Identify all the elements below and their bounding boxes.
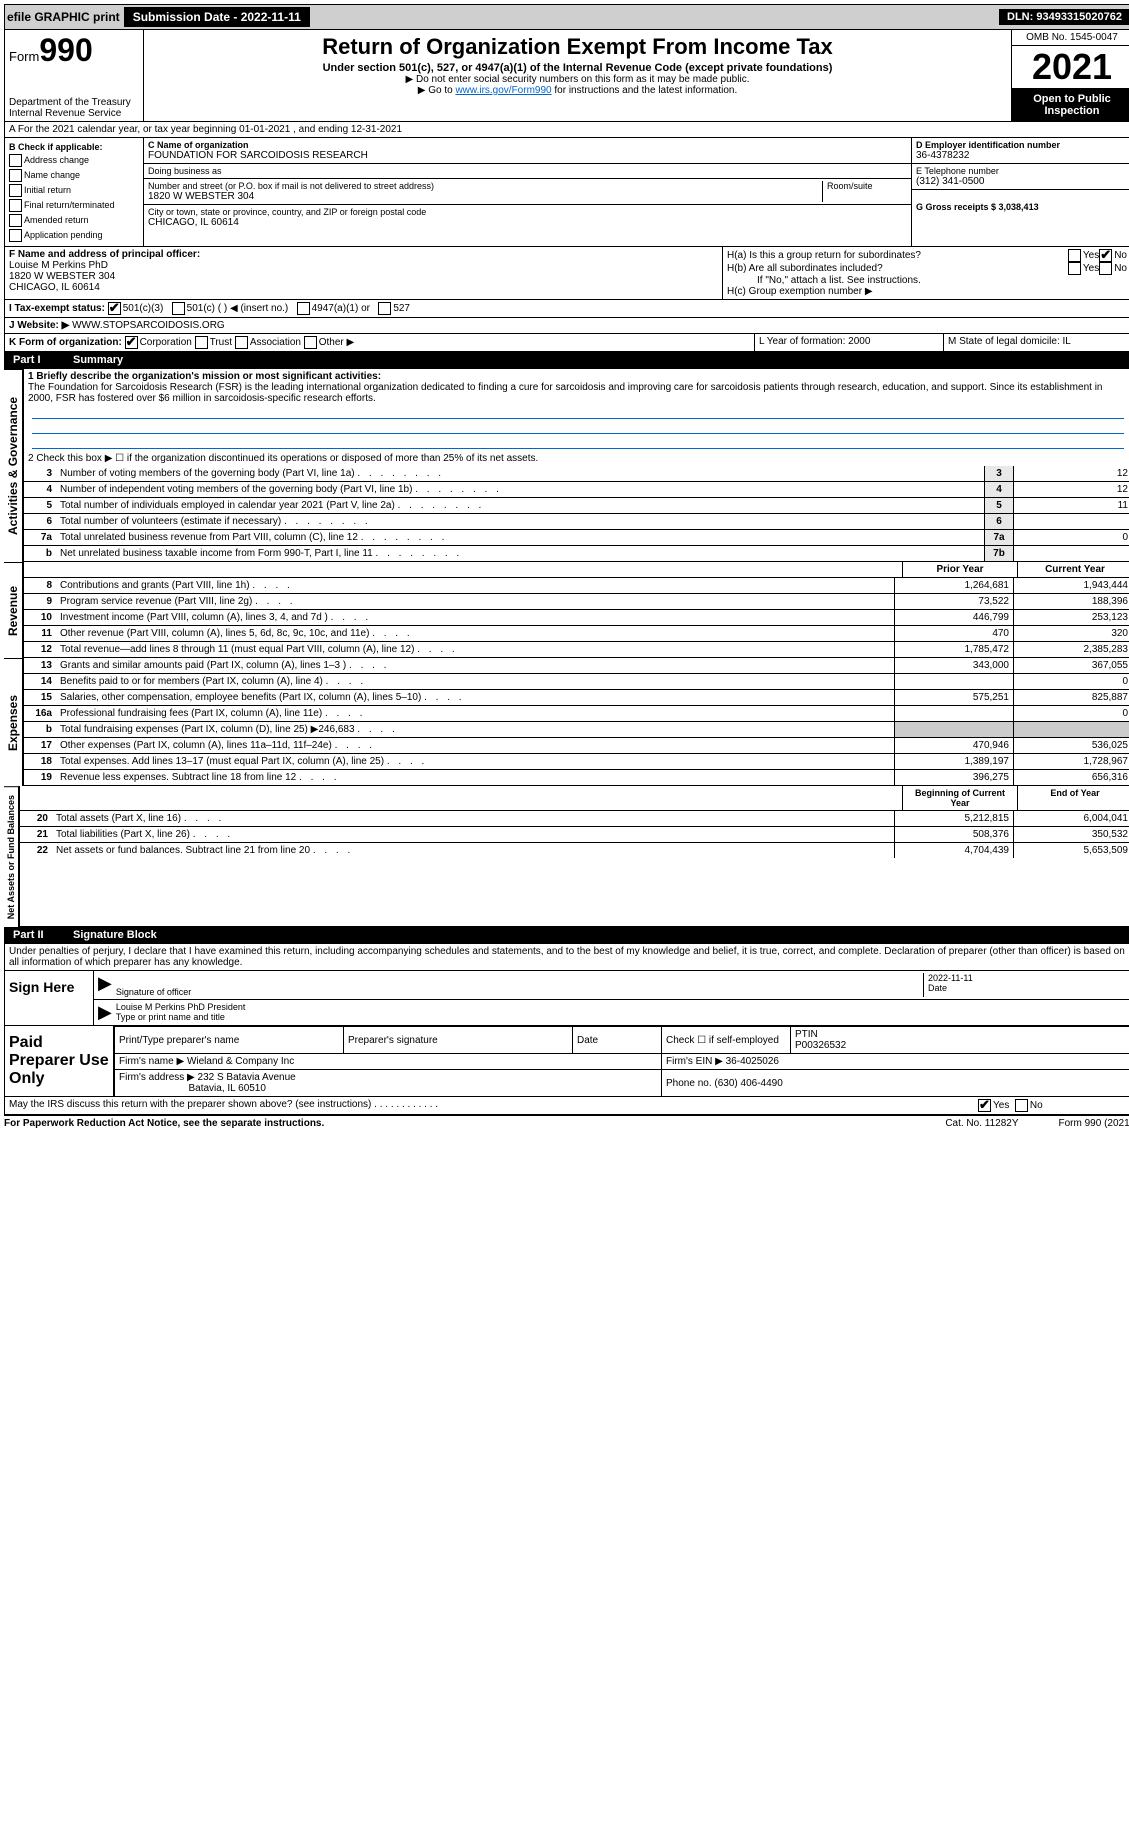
- tax-year: 2021: [1012, 45, 1129, 89]
- summary-line: bNet unrelated business taxable income f…: [24, 546, 1129, 561]
- officer-name: Louise M Perkins PhD: [9, 260, 718, 271]
- note-ssn: ▶ Do not enter social security numbers o…: [152, 74, 1003, 85]
- paid-prep-label: Paid Preparer Use Only: [5, 1026, 113, 1096]
- summary-line: 17Other expenses (Part IX, column (A), l…: [24, 738, 1129, 754]
- part1-header: Part I Summary: [4, 352, 1129, 369]
- checkbox-ha-no[interactable]: [1099, 249, 1112, 262]
- checkbox-amended[interactable]: [9, 214, 22, 227]
- form-header: Form990 Department of the Treasury Inter…: [4, 30, 1129, 122]
- checkbox-hb-no[interactable]: [1099, 262, 1112, 275]
- summary-line: 15Salaries, other compensation, employee…: [24, 690, 1129, 706]
- row-klm: K Form of organization: Corporation Trus…: [4, 334, 1129, 352]
- footer: For Paperwork Reduction Act Notice, see …: [4, 1115, 1129, 1131]
- form-subtitle: Under section 501(c), 527, or 4947(a)(1)…: [152, 62, 1003, 74]
- revenue-section: Revenue Prior Year Current Year 8Contrib…: [4, 562, 1129, 658]
- inspection-label: Open to Public Inspection: [1012, 89, 1129, 121]
- netassets-section: Net Assets or Fund Balances Beginning of…: [4, 786, 1129, 927]
- submission-date-button[interactable]: Submission Date - 2022-11-11: [124, 7, 310, 27]
- vtab-revenue: Revenue: [4, 562, 23, 658]
- checkbox-501c3[interactable]: [108, 302, 121, 315]
- summary-line: 3Number of voting members of the governi…: [24, 466, 1129, 482]
- summary-line: 10Investment income (Part VIII, column (…: [24, 610, 1129, 626]
- summary-line: 18Total expenses. Add lines 13–17 (must …: [24, 754, 1129, 770]
- checkbox-name[interactable]: [9, 169, 22, 182]
- vtab-governance: Activities & Governance: [4, 369, 23, 562]
- summary-line: 13Grants and similar amounts paid (Part …: [24, 658, 1129, 674]
- line2: 2 Check this box ▶ ☐ if the organization…: [24, 451, 1129, 466]
- checkbox-discuss-yes[interactable]: [978, 1099, 991, 1112]
- summary-line: 20Total assets (Part X, line 16) . . . .…: [20, 811, 1129, 827]
- checkbox-discuss-no[interactable]: [1015, 1099, 1028, 1112]
- efile-label: efile GRAPHIC print: [7, 10, 120, 24]
- dln-label: DLN: 93493315020762: [999, 9, 1129, 25]
- checkbox-501c[interactable]: [172, 302, 185, 315]
- checkbox-final[interactable]: [9, 199, 22, 212]
- discuss-row: May the IRS discuss this return with the…: [4, 1097, 1129, 1115]
- checkbox-527[interactable]: [378, 302, 391, 315]
- arrow-icon: ▶: [98, 973, 112, 997]
- penalty-text: Under penalties of perjury, I declare th…: [5, 944, 1129, 971]
- part2-header: Part II Signature Block: [4, 927, 1129, 944]
- signature-block: Under penalties of perjury, I declare th…: [4, 944, 1129, 1026]
- summary-line: 14Benefits paid to or for members (Part …: [24, 674, 1129, 690]
- col-d: D Employer identification number 36-4378…: [911, 138, 1129, 246]
- summary-line: 9Program service revenue (Part VIII, lin…: [24, 594, 1129, 610]
- checkbox-4947[interactable]: [297, 302, 310, 315]
- form-title: Return of Organization Exempt From Incom…: [152, 34, 1003, 60]
- checkbox-corp[interactable]: [125, 336, 138, 349]
- preparer-table: Print/Type preparer's name Preparer's si…: [114, 1026, 1129, 1096]
- note-link: ▶ Go to www.irs.gov/Form990 for instruct…: [152, 85, 1003, 96]
- irs-link[interactable]: www.irs.gov/Form990: [455, 85, 551, 96]
- col-c: C Name of organization FOUNDATION FOR SA…: [144, 138, 911, 246]
- summary-line: 4Number of independent voting members of…: [24, 482, 1129, 498]
- org-name: FOUNDATION FOR SARCOIDOSIS RESEARCH: [148, 150, 907, 161]
- checkbox-other[interactable]: [304, 336, 317, 349]
- vtab-expenses: Expenses: [4, 658, 23, 786]
- gross-receipts: G Gross receipts $ 3,038,413: [916, 202, 1128, 212]
- checkbox-assoc[interactable]: [235, 336, 248, 349]
- summary-line: 5Total number of individuals employed in…: [24, 498, 1129, 514]
- summary-line: 7aTotal unrelated business revenue from …: [24, 530, 1129, 546]
- checkbox-address[interactable]: [9, 154, 22, 167]
- checkbox-initial[interactable]: [9, 184, 22, 197]
- row-i: I Tax-exempt status: 501(c)(3) 501(c) ( …: [4, 300, 1129, 318]
- summary-line: 12Total revenue—add lines 8 through 11 (…: [24, 642, 1129, 657]
- row-fh: F Name and address of principal officer:…: [4, 247, 1129, 300]
- irs-label: Internal Revenue Service: [9, 108, 139, 119]
- summary-line: 8Contributions and grants (Part VIII, li…: [24, 578, 1129, 594]
- org-city: CHICAGO, IL 60614: [148, 217, 426, 228]
- org-address: 1820 W WEBSTER 304: [148, 191, 822, 202]
- omb-label: OMB No. 1545-0047: [1012, 30, 1129, 45]
- checkbox-hb-yes[interactable]: [1068, 262, 1081, 275]
- col-b: B Check if applicable: Address change Na…: [5, 138, 144, 246]
- checkbox-ha-yes[interactable]: [1068, 249, 1081, 262]
- year-formation: L Year of formation: 2000: [755, 334, 944, 351]
- summary-line: 11Other revenue (Part VIII, column (A), …: [24, 626, 1129, 642]
- section-bcd: B Check if applicable: Address change Na…: [4, 138, 1129, 247]
- ein: 36-4378232: [916, 150, 1128, 161]
- checkbox-app[interactable]: [9, 229, 22, 242]
- row-a: A For the 2021 calendar year, or tax yea…: [4, 122, 1129, 138]
- form-number: Form990: [9, 32, 139, 69]
- expenses-section: Expenses 13Grants and similar amounts pa…: [4, 658, 1129, 786]
- top-bar: efile GRAPHIC print Submission Date - 20…: [4, 4, 1129, 30]
- state-domicile: M State of legal domicile: IL: [944, 334, 1129, 351]
- website: WWW.STOPSARCOIDOSIS.ORG: [72, 320, 225, 331]
- mission-text: The Foundation for Sarcoidosis Research …: [28, 382, 1128, 404]
- sign-here-label: Sign Here: [5, 971, 93, 1025]
- row-j: J Website: ▶ WWW.STOPSARCOIDOSIS.ORG: [4, 318, 1129, 334]
- arrow-icon: ▶: [98, 1002, 112, 1023]
- paid-preparer-block: Paid Preparer Use Only Print/Type prepar…: [4, 1026, 1129, 1097]
- vtab-netassets: Net Assets or Fund Balances: [4, 786, 19, 927]
- summary-line: 21Total liabilities (Part X, line 26) . …: [20, 827, 1129, 843]
- summary-line: bTotal fundraising expenses (Part IX, co…: [24, 722, 1129, 738]
- checkbox-trust[interactable]: [195, 336, 208, 349]
- summary-line: 19Revenue less expenses. Subtract line 1…: [24, 770, 1129, 785]
- governance-section: Activities & Governance 1 Briefly descri…: [4, 369, 1129, 562]
- dept-label: Department of the Treasury: [9, 97, 139, 108]
- summary-line: 6Total number of volunteers (estimate if…: [24, 514, 1129, 530]
- phone: (312) 341-0500: [916, 176, 1128, 187]
- summary-line: 22Net assets or fund balances. Subtract …: [20, 843, 1129, 858]
- summary-line: 16aProfessional fundraising fees (Part I…: [24, 706, 1129, 722]
